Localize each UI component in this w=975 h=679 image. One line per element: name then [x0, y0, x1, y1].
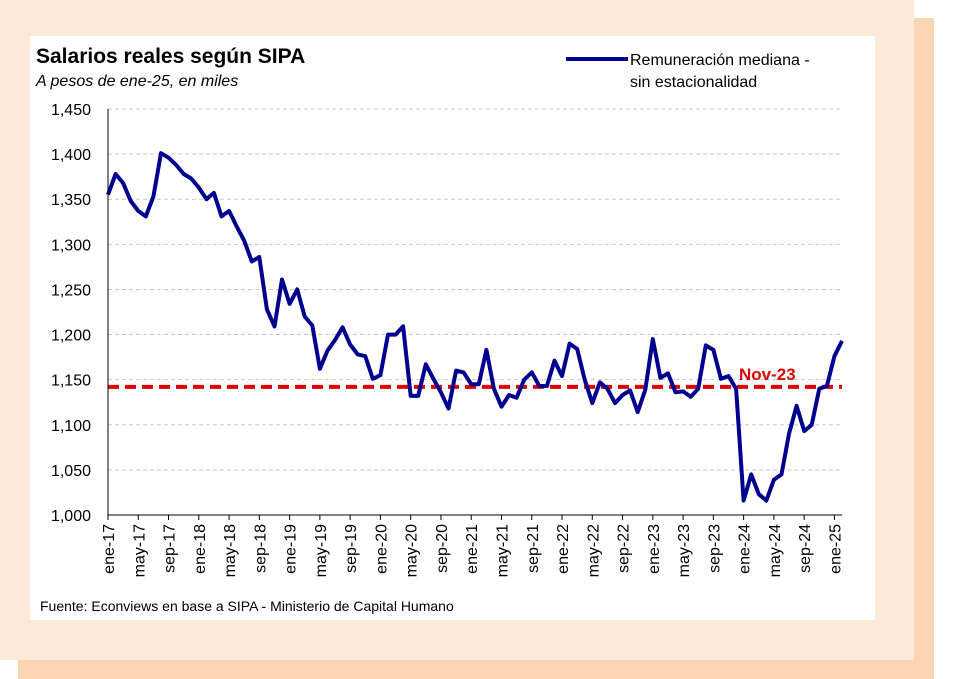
x-tick-label: sep-21 [525, 524, 542, 573]
x-tick-label: may-18 [222, 524, 239, 577]
y-tick-label: 1,000 [51, 508, 91, 525]
y-tick-label: 1,100 [51, 418, 91, 435]
grid-lines [108, 108, 842, 471]
line-chart: Salarios reales según SIPA A pesos de en… [35, 45, 844, 614]
x-tick-label: may-20 [404, 524, 421, 577]
y-tick-label: 1,050 [51, 463, 91, 480]
chart-card: Salarios reales según SIPA A pesos de en… [30, 36, 875, 620]
x-tick-label: ene-22 [555, 524, 572, 574]
x-tick-label: ene-23 [646, 524, 663, 574]
x-tick-label: sep-24 [797, 524, 814, 573]
series-group [106, 151, 844, 503]
reference-line-label: Nov-23 [739, 365, 796, 384]
x-tick-label: may-23 [676, 524, 693, 577]
x-tick-label: sep-19 [343, 524, 360, 573]
y-tick-label: 1,350 [51, 192, 91, 209]
y-tick-label: 1,150 [51, 373, 91, 390]
x-tick-label: may-19 [313, 524, 330, 577]
x-tick-label: may-24 [767, 524, 784, 577]
x-tick-label: ene-24 [737, 524, 754, 574]
y-tick-label: 1,400 [51, 147, 91, 164]
y-tick-label: 1,450 [51, 102, 91, 119]
x-tick-label: ene-21 [464, 524, 481, 574]
x-tick-label: ene-25 [827, 524, 844, 574]
x-tick-label: sep-20 [434, 524, 451, 573]
x-tick-label: ene-20 [373, 524, 390, 574]
x-tick-label: sep-23 [706, 524, 723, 573]
legend: Remuneración mediana - sin estacionalida… [566, 52, 810, 91]
chart-title: Salarios reales según SIPA [36, 45, 305, 68]
x-tick-label: ene-19 [283, 524, 300, 574]
x-tick-label: may-17 [131, 524, 148, 577]
y-axis-ticks: 1,000 1,050 1,100 1,150 1,200 1,250 1,300 1,350… [51, 102, 109, 525]
x-tick-label: sep-22 [616, 524, 633, 573]
x-tick-label: ene-17 [101, 524, 118, 574]
chart-frame: Salarios reales según SIPA A pesos de en… [0, 0, 914, 660]
x-tick-label: sep-17 [162, 524, 179, 573]
x-tick-label: ene-18 [192, 524, 209, 574]
legend-label-line1: Remuneración mediana - [630, 52, 810, 69]
reference-line-group: Nov-23 [108, 365, 842, 389]
x-tick-label: sep-18 [252, 524, 269, 573]
series-line-remuneracion [106, 151, 844, 503]
legend-label-line2: sin estacionalidad [630, 74, 757, 91]
chart-subtitle: A pesos de ene-25, en miles [35, 73, 238, 90]
source-note: Fuente: Econviews en base a SIPA - Minis… [40, 598, 454, 614]
x-tick-label: may-22 [585, 524, 602, 577]
x-axis-ticks: ene-17 may-17 sep-17 ene-18 may-18 sep-18 ene-… [101, 514, 844, 577]
y-tick-label: 1,200 [51, 328, 91, 345]
x-tick-label: may-21 [494, 524, 511, 577]
y-tick-label: 1,300 [51, 237, 91, 254]
y-tick-label: 1,250 [51, 282, 91, 299]
